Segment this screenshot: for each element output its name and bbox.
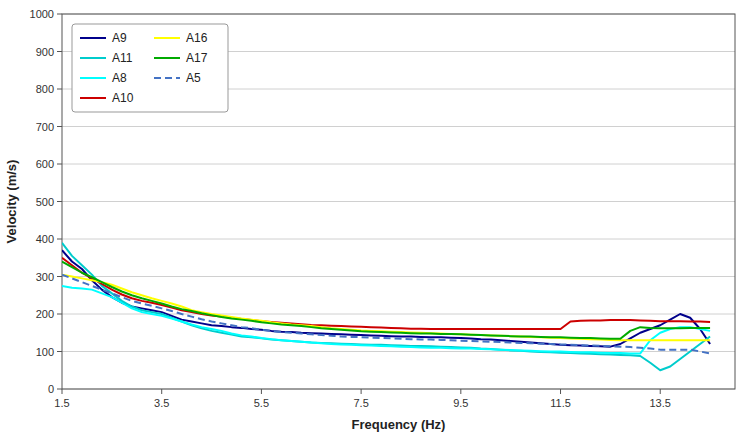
tick-label: 900 <box>36 46 54 58</box>
grid-line <box>62 276 735 277</box>
legend-swatch <box>80 97 106 99</box>
tick-mark <box>460 389 461 394</box>
tick-mark <box>57 164 62 165</box>
legend-swatch <box>80 77 106 79</box>
grid-line <box>62 239 735 240</box>
tick-label: 800 <box>36 83 54 95</box>
legend-label: A5 <box>186 71 201 85</box>
series-line <box>62 250 710 346</box>
tick-label: 700 <box>36 121 54 133</box>
tick-label: 5.5 <box>254 397 269 409</box>
series-group <box>62 243 710 371</box>
tick-label: 500 <box>36 196 54 208</box>
axis-title: Velocity (m/s) <box>4 160 19 244</box>
tick-mark <box>361 389 362 394</box>
series-line <box>62 275 710 354</box>
tick-label: 200 <box>36 308 54 320</box>
tick-mark <box>560 389 561 394</box>
tick-mark <box>57 14 62 15</box>
tick-mark <box>57 126 62 127</box>
tick-label: 100 <box>36 346 54 358</box>
grid-line <box>62 164 735 165</box>
tick-label: 3.5 <box>154 397 169 409</box>
grid-line <box>62 201 735 202</box>
tick-mark <box>62 389 63 394</box>
legend-label: A17 <box>186 51 208 65</box>
legend-swatch <box>80 37 106 39</box>
tick-mark <box>57 276 62 277</box>
tick-label: 13.5 <box>650 397 671 409</box>
tick-label: 0 <box>48 383 54 395</box>
tick-label: 1000 <box>30 8 54 20</box>
tick-mark <box>660 389 661 394</box>
chart: 0 100 200 300 400 500 600 700 800 900 1000 1.5 3.5 5.… <box>0 0 751 441</box>
tick-mark <box>57 201 62 202</box>
tick-label: 600 <box>36 158 54 170</box>
tick-label: 1.5 <box>54 397 69 409</box>
legend: A9 A11 A8 A10 A16 A17 A5 <box>72 24 228 112</box>
series-line <box>62 258 710 329</box>
tick-mark <box>57 389 62 390</box>
tick-label: 11.5 <box>550 397 571 409</box>
tick-mark <box>57 239 62 240</box>
x-axis: 1.5 3.5 5.5 7.5 9.5 11.5 13.5 <box>54 389 671 409</box>
plot-area <box>62 14 735 389</box>
series-line <box>62 262 710 339</box>
legend-label: A11 <box>112 51 133 65</box>
legend-label: A9 <box>112 31 127 45</box>
tick-label: 300 <box>36 271 54 283</box>
legend-swatch <box>154 77 180 79</box>
tick-mark <box>161 389 162 394</box>
plot-frame <box>62 14 735 389</box>
y-axis: 0 100 200 300 400 500 600 700 800 900 1000 <box>30 8 735 395</box>
legend-label: A16 <box>186 31 208 45</box>
series-line <box>62 243 710 371</box>
legend-swatch <box>154 57 180 59</box>
tick-mark <box>57 314 62 315</box>
legend-swatch <box>80 57 106 59</box>
tick-label: 7.5 <box>353 397 368 409</box>
tick-mark <box>57 51 62 52</box>
legend-swatch <box>154 37 180 39</box>
grid-line <box>62 351 735 352</box>
tick-mark <box>57 351 62 352</box>
tick-mark <box>261 389 262 394</box>
legend-label: A8 <box>112 71 127 85</box>
tick-mark <box>57 89 62 90</box>
axis-title: Frequency (Hz) <box>352 417 446 432</box>
tick-label: 400 <box>36 233 54 245</box>
grid-line <box>62 126 735 127</box>
legend-box <box>72 24 228 112</box>
tick-label: 9.5 <box>453 397 468 409</box>
legend-label: A10 <box>112 91 134 105</box>
